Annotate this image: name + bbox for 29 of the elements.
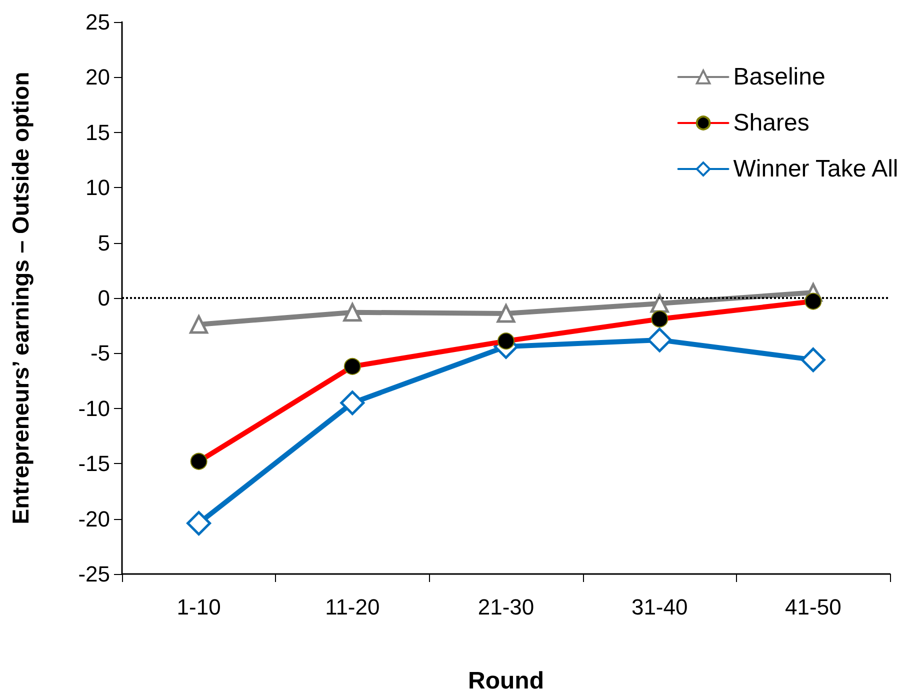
- y-tick-label: 25: [86, 10, 110, 34]
- y-tick-label: 10: [86, 175, 110, 200]
- point: [190, 315, 208, 334]
- y-tick-label: -15: [78, 451, 110, 476]
- legend-label: Winner Take All: [733, 156, 898, 182]
- y-tick-label: 20: [86, 64, 110, 90]
- point: [650, 294, 669, 313]
- legend-label: Shares: [733, 110, 810, 136]
- point: [186, 510, 212, 536]
- y-tick-label: -20: [78, 506, 110, 532]
- x-tick-label: 21-30: [478, 594, 534, 620]
- y-tick-label: -10: [78, 396, 110, 421]
- point: [800, 348, 826, 372]
- x-tick-label: 41-50: [785, 594, 842, 620]
- point: [340, 390, 365, 416]
- y-tick-label: 5: [98, 230, 110, 256]
- point: [343, 303, 362, 322]
- x-tick-label: 1-10: [176, 594, 221, 620]
- legend-label: Baseline: [733, 64, 826, 90]
- y-tick-label: 0: [98, 286, 110, 310]
- y-tick-label: 15: [86, 120, 110, 145]
- y-tick-label: -25: [78, 562, 110, 586]
- x-axis-title: Round: [468, 668, 544, 694]
- point: [496, 304, 516, 323]
- point: [647, 328, 672, 352]
- x-tick-label: 11-20: [325, 594, 380, 620]
- y-tick-label: -5: [90, 340, 110, 366]
- y-axis-title: Entrepreneurs’ earnings – Outside option: [8, 72, 34, 524]
- x-tick-label: 31-40: [631, 594, 688, 620]
